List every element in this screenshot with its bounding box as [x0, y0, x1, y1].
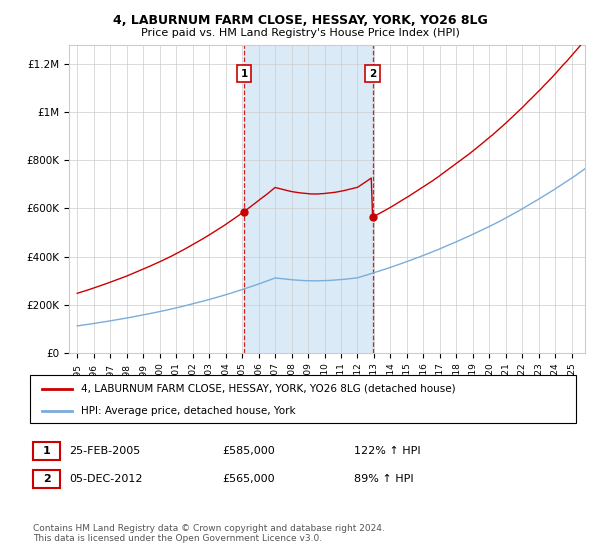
- Text: 89% ↑ HPI: 89% ↑ HPI: [354, 474, 413, 484]
- Text: 05-DEC-2012: 05-DEC-2012: [69, 474, 143, 484]
- Text: 1: 1: [241, 69, 248, 78]
- Text: HPI: Average price, detached house, York: HPI: Average price, detached house, York: [81, 406, 296, 416]
- Text: 2: 2: [369, 69, 376, 78]
- Text: Price paid vs. HM Land Registry's House Price Index (HPI): Price paid vs. HM Land Registry's House …: [140, 28, 460, 38]
- Text: Contains HM Land Registry data © Crown copyright and database right 2024.
This d: Contains HM Land Registry data © Crown c…: [33, 524, 385, 543]
- Text: 4, LABURNUM FARM CLOSE, HESSAY, YORK, YO26 8LG: 4, LABURNUM FARM CLOSE, HESSAY, YORK, YO…: [113, 14, 487, 27]
- Text: 1: 1: [43, 446, 50, 456]
- Text: £565,000: £565,000: [222, 474, 275, 484]
- Text: 25-FEB-2005: 25-FEB-2005: [69, 446, 140, 456]
- Text: 2: 2: [43, 474, 50, 484]
- Text: 122% ↑ HPI: 122% ↑ HPI: [354, 446, 421, 456]
- Text: £585,000: £585,000: [222, 446, 275, 456]
- Text: 4, LABURNUM FARM CLOSE, HESSAY, YORK, YO26 8LG (detached house): 4, LABURNUM FARM CLOSE, HESSAY, YORK, YO…: [81, 384, 455, 394]
- Bar: [244, 45, 373, 353]
